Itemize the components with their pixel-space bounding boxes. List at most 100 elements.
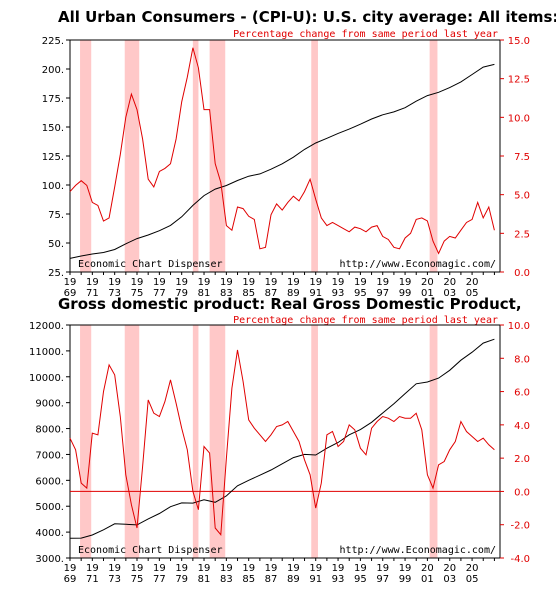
x-tick-label-century: 19 (220, 277, 233, 288)
x-tick-label-year: 83 (220, 288, 233, 299)
x-tick-label-year: 01 (421, 574, 434, 585)
recession-band (209, 40, 226, 272)
x-tick-label-century: 19 (175, 277, 188, 288)
x-tick-label-year: 75 (131, 288, 144, 299)
x-tick-label-century: 19 (108, 563, 121, 574)
x-tick-label-century: 19 (131, 563, 144, 574)
level-series-line (69, 63, 495, 259)
y-tick-label: 3000. (35, 554, 64, 565)
x-tick-label-century: 19 (153, 563, 166, 574)
x-tick-label-century: 19 (175, 563, 188, 574)
y-tick-label: 5000. (35, 502, 64, 513)
y-tick-label: 125. (42, 152, 64, 163)
x-tick-label-century: 19 (354, 563, 367, 574)
recession-band (209, 325, 226, 558)
y-tick-label: 150. (42, 123, 64, 134)
x-tick-label-century: 19 (309, 277, 322, 288)
y2-tick-label: 2.0 (514, 454, 530, 465)
x-tick-label-year: 91 (309, 574, 322, 585)
x-tick-label-century: 19 (354, 277, 367, 288)
x-tick-label-year: 81 (198, 288, 211, 299)
x-tick-label-year: 91 (309, 288, 322, 299)
chart-title: All Urban Consumers - (CPI-U): U.S. city… (58, 8, 556, 26)
x-tick-label-year: 71 (86, 288, 99, 299)
x-tick-label-year: 99 (399, 288, 412, 299)
footer-right: http://www.Economagic.com/ (339, 545, 496, 556)
x-tick-label-century: 20 (421, 277, 434, 288)
x-tick-label-year: 97 (376, 288, 389, 299)
x-tick-label-year: 85 (242, 288, 255, 299)
x-tick-label-year: 69 (64, 574, 77, 585)
y-tick-label: 75. (48, 210, 64, 221)
recession-band (124, 325, 140, 558)
x-tick-label-century: 19 (332, 563, 345, 574)
y-tick-label: 9000. (35, 399, 64, 410)
x-tick-label-century: 19 (198, 563, 211, 574)
x-tick-label-year: 69 (64, 288, 77, 299)
y-tick-label: 8000. (35, 425, 64, 436)
x-tick-label-year: 75 (131, 574, 144, 585)
x-tick-label-century: 19 (108, 277, 121, 288)
y2-tick-label: 7.5 (514, 152, 530, 163)
plot-frame (69, 324, 501, 559)
x-tick-label-year: 93 (332, 288, 345, 299)
y-tick-label: 200. (42, 65, 64, 76)
x-tick-label-century: 19 (198, 277, 211, 288)
x-tick-label-year: 93 (332, 574, 345, 585)
x-tick-label-century: 20 (443, 563, 456, 574)
y2-tick-label: 0.0 (514, 268, 530, 279)
y2-tick-label: 8.0 (514, 354, 530, 365)
x-tick-label-century: 19 (376, 563, 389, 574)
x-tick-label-year: 79 (175, 288, 188, 299)
x-tick-label-century: 19 (376, 277, 389, 288)
x-tick-label-year: 05 (466, 574, 479, 585)
x-tick-label-year: 89 (287, 288, 300, 299)
pct-change-series-line (69, 47, 495, 255)
recession-band (311, 325, 318, 558)
y2-tick-label: 10.0 (508, 321, 530, 332)
x-tick-label-century: 19 (64, 563, 77, 574)
y-tick-label: 100. (42, 181, 64, 192)
y2-tick-label: 15.0 (508, 36, 530, 47)
chart-panel-2: Gross domestic product: Real Gross Domes… (29, 295, 530, 585)
x-tick-label-century: 19 (399, 563, 412, 574)
x-tick-label-year: 71 (86, 574, 99, 585)
x-tick-label-century: 20 (466, 277, 479, 288)
x-tick-label-century: 19 (287, 277, 300, 288)
x-tick-label-year: 81 (198, 574, 211, 585)
x-tick-label-century: 19 (242, 277, 255, 288)
pct-change-series-line (69, 349, 495, 536)
x-tick-label-century: 19 (86, 563, 99, 574)
y2-tick-label: 4.0 (514, 421, 530, 432)
y-tick-label: 225. (42, 36, 64, 47)
y2-tick-label: 0.0 (514, 487, 530, 498)
x-tick-label-century: 20 (443, 277, 456, 288)
x-tick-label-year: 03 (443, 288, 456, 299)
x-tick-label-century: 19 (220, 563, 233, 574)
y-tick-label: 11000. (29, 347, 64, 358)
footer-left: Economic Chart Dispenser (78, 259, 223, 270)
y-tick-label: 7000. (35, 450, 64, 461)
x-tick-label-year: 85 (242, 574, 255, 585)
y-tick-label: 10000. (29, 373, 64, 384)
recession-band (192, 325, 199, 558)
recession-band (124, 40, 140, 272)
y2-tick-label: 6.0 (514, 388, 530, 399)
x-tick-label-year: 83 (220, 574, 233, 585)
y2-tick-label: 12.5 (508, 75, 530, 86)
y2-tick-label: -4.0 (510, 554, 530, 565)
recession-band (80, 40, 92, 272)
x-tick-label-year: 95 (354, 574, 367, 585)
y2-tick-label: 2.5 (514, 229, 530, 240)
x-tick-label-year: 79 (175, 574, 188, 585)
x-tick-label-year: 89 (287, 574, 300, 585)
x-tick-label-year: 87 (265, 574, 278, 585)
x-tick-label-century: 19 (287, 563, 300, 574)
x-tick-label-century: 19 (265, 563, 278, 574)
x-tick-label-century: 20 (421, 563, 434, 574)
x-tick-label-century: 19 (64, 277, 77, 288)
x-tick-label-century: 19 (153, 277, 166, 288)
x-tick-label-year: 73 (108, 574, 121, 585)
y-tick-label: 50. (48, 239, 64, 250)
footer-left: Economic Chart Dispenser (78, 545, 223, 556)
